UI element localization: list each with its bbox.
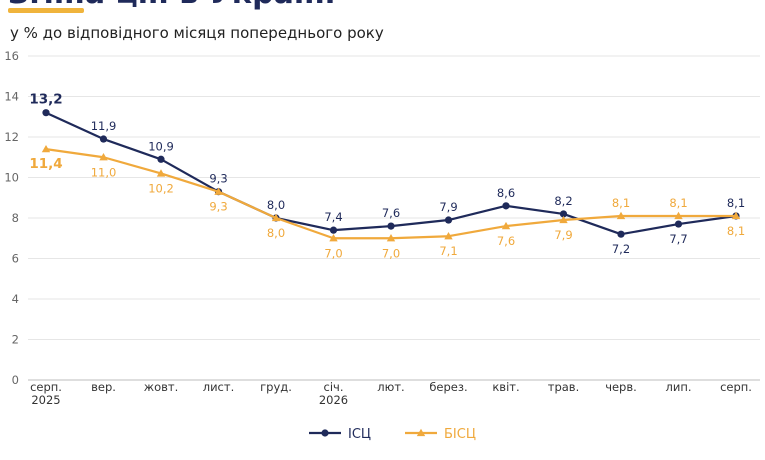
legend-marker <box>416 428 426 437</box>
x-tick-label: черв. <box>605 380 637 394</box>
series-point <box>444 216 453 224</box>
x-tick-label: квіт. <box>492 380 519 394</box>
data-label-bisc: 7,6 <box>497 234 515 248</box>
data-label-isc: 10,9 <box>148 139 174 153</box>
x-year-label: 2026 <box>319 393 348 407</box>
data-label-isc: 9,3 <box>209 172 227 186</box>
series-point <box>616 211 626 220</box>
legend-marker <box>321 429 329 437</box>
x-tick-label: вер. <box>91 380 116 394</box>
x-tick-label: берез. <box>429 380 467 394</box>
y-tick-label: 8 <box>12 211 19 225</box>
series-point <box>157 155 165 163</box>
y-tick-label: 12 <box>4 130 19 144</box>
x-tick-label: лют. <box>377 380 404 394</box>
series-point <box>156 169 166 177</box>
series-point <box>329 234 338 242</box>
data-label-bisc: 9,3 <box>209 200 227 214</box>
series-point <box>731 211 741 220</box>
data-label-isc: 7,4 <box>324 210 342 224</box>
y-tick-label: 16 <box>4 49 19 63</box>
series-point <box>674 220 683 228</box>
x-tick-label: жовт. <box>144 380 179 394</box>
y-tick-label: 14 <box>4 90 19 104</box>
y-tick-label: 2 <box>12 333 19 347</box>
legend-label: ІСЦ <box>348 427 371 442</box>
series-point <box>214 187 223 195</box>
data-label-isc: 7,7 <box>669 232 687 246</box>
chart-subtitle: у % до відповідного місяця попереднього … <box>10 24 384 42</box>
data-label-bisc: 8,1 <box>612 196 630 210</box>
data-label-isc: 7,6 <box>382 206 400 220</box>
title-accent-bar <box>8 8 84 13</box>
series-point <box>386 234 396 242</box>
series-point <box>559 210 568 218</box>
data-label-bisc: 7,0 <box>324 246 342 260</box>
series-point <box>501 221 511 230</box>
series-point <box>42 109 50 117</box>
y-tick-label: 6 <box>12 252 19 266</box>
y-tick-label: 4 <box>12 292 19 306</box>
data-label-isc: 7,9 <box>439 200 457 214</box>
series-point <box>99 153 108 161</box>
data-label-bisc: 10,2 <box>148 181 174 195</box>
page-title: Зміна цін в Україні <box>8 0 335 11</box>
data-label-isc: 8,6 <box>497 186 515 200</box>
data-label-bisc: 11,0 <box>91 165 117 179</box>
data-label-isc: 7,2 <box>612 242 630 256</box>
series-point <box>674 211 683 220</box>
series-point <box>502 202 510 210</box>
x-tick-label: січ. <box>324 380 344 394</box>
data-label-isc: 8,0 <box>267 198 285 212</box>
legend-label: БІСЦ <box>444 427 476 442</box>
data-label-isc: 11,9 <box>91 119 117 133</box>
data-label-bisc: 8,1 <box>727 224 745 238</box>
y-tick-label: 0 <box>12 373 19 387</box>
series-point <box>387 222 395 230</box>
x-tick-label: груд. <box>260 380 292 394</box>
series-point <box>329 226 338 234</box>
y-tick-label: 10 <box>4 171 19 185</box>
x-tick-label: серп. <box>720 380 752 394</box>
series-point <box>41 144 51 153</box>
data-label-bisc: 11,4 <box>29 156 62 172</box>
data-label-isc: 8,2 <box>554 194 572 208</box>
x-tick-label: серп. <box>30 380 62 394</box>
series-point <box>617 230 625 238</box>
data-label-bisc: 8,0 <box>267 226 285 240</box>
data-label-bisc: 7,9 <box>554 228 572 242</box>
x-tick-label: лист. <box>203 380 235 394</box>
x-year-label: 2025 <box>31 393 60 407</box>
series-point <box>559 215 568 224</box>
series-point <box>99 135 108 143</box>
x-tick-label: лип. <box>666 380 692 394</box>
series-point <box>444 232 453 240</box>
data-label-bisc: 7,0 <box>382 246 400 260</box>
data-label-bisc: 7,1 <box>439 244 457 258</box>
data-label-isc: 8,1 <box>727 196 745 210</box>
data-label-bisc: 8,1 <box>669 196 687 210</box>
data-label-isc: 13,2 <box>29 92 62 108</box>
series-point <box>271 213 281 222</box>
x-tick-label: трав. <box>548 380 579 394</box>
